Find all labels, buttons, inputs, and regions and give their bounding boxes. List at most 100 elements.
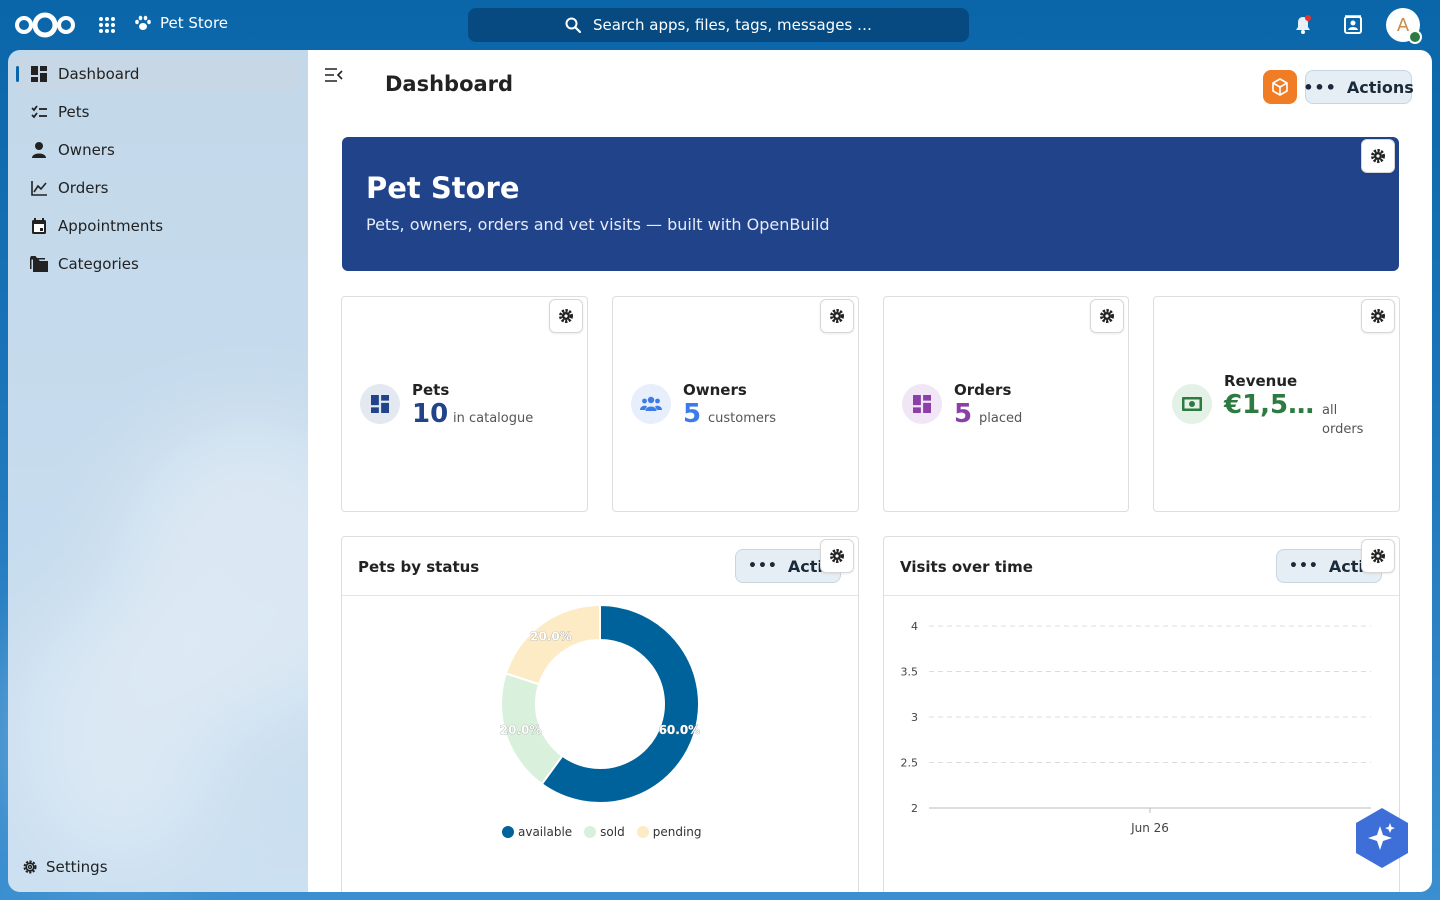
widget-settings-button[interactable] — [1361, 539, 1395, 573]
app-package-button[interactable] — [1263, 70, 1297, 104]
sidebar-item-orders[interactable]: Orders — [16, 171, 300, 205]
gear-icon — [1100, 309, 1114, 323]
gear-icon — [559, 309, 573, 323]
widget-settings-button[interactable] — [549, 299, 583, 333]
search-icon — [565, 17, 581, 33]
nextcloud-logo[interactable] — [14, 10, 76, 40]
stat-label: Revenue — [1224, 372, 1298, 390]
hero-banner: Pet Store Pets, owners, orders and vet v… — [342, 137, 1399, 271]
widget-settings-button[interactable] — [1361, 299, 1395, 333]
cash-icon — [1182, 397, 1202, 411]
sidebar-item-label: Orders — [58, 179, 109, 197]
unified-search-input[interactable]: Search apps, files, tags, messages … — [468, 8, 969, 42]
actions-label: Actions — [1346, 77, 1414, 97]
pie-slice-pending[interactable] — [504, 603, 601, 686]
main-content: Dashboard ••• Actions Pet Store Pets, ow… — [308, 50, 1432, 892]
stat-sub: in catalogue — [453, 411, 534, 426]
calendar-icon — [30, 217, 48, 235]
panel-title: Pets by status — [358, 558, 480, 576]
pie-slice-label: 60.0% — [659, 723, 701, 737]
stat-card-owners: Owners 5 customers — [612, 296, 859, 512]
folder-icon — [30, 255, 48, 273]
stat-value: 10 — [412, 399, 449, 429]
stat-sub: all orders — [1322, 403, 1364, 437]
app-name-link[interactable]: Pet Store — [134, 14, 228, 32]
panel-pets-by-status: Pets by status ••• Actions 60.0%20.0%20.… — [341, 536, 859, 892]
gear-icon — [1371, 309, 1385, 323]
y-tick-label: 3.5 — [901, 666, 919, 679]
stat-label: Owners — [683, 381, 747, 399]
sidebar-settings-button[interactable]: Settings — [22, 858, 108, 876]
notifications-bell-icon[interactable] — [1292, 14, 1314, 36]
assistant-sparkle-button[interactable] — [1356, 808, 1408, 868]
sidebar-item-label: Pets — [58, 103, 90, 121]
sidebar-item-label: Dashboard — [58, 65, 140, 83]
more-dots-icon: ••• — [748, 558, 778, 574]
app-grid-icon[interactable] — [98, 16, 116, 34]
pie-slice-label: 20.0% — [500, 723, 542, 737]
people-group-icon — [640, 396, 662, 411]
stat-card-orders: Orders 5 placed — [883, 296, 1129, 512]
stat-icon-bg — [1172, 384, 1212, 424]
chart-legend: available sold pending — [502, 825, 702, 839]
y-tick-label: 3 — [911, 711, 918, 724]
legend-swatch — [636, 826, 649, 838]
hero-title: Pet Store — [366, 171, 520, 205]
sidebar-navigation: Dashboard Pets Owners Orders Appointment… — [8, 50, 308, 892]
sidebar-item-label: Categories — [58, 255, 139, 273]
sidebar-item-dashboard[interactable]: Dashboard — [16, 57, 300, 91]
legend-label: sold — [600, 825, 625, 839]
widget-settings-button[interactable] — [1090, 299, 1124, 333]
y-tick-label: 2.5 — [901, 757, 919, 770]
user-avatar[interactable]: A — [1386, 8, 1422, 44]
gear-icon — [1371, 149, 1385, 163]
stat-sub: placed — [979, 411, 1023, 426]
x-tick-label: Jun 26 — [1130, 821, 1169, 835]
legend-item-pending[interactable]: pending — [636, 825, 702, 839]
sidebar-item-owners[interactable]: Owners — [16, 133, 300, 167]
panel-divider — [884, 595, 1399, 596]
actions-menu-button[interactable]: ••• Actions — [1303, 70, 1414, 104]
stat-label: Pets — [412, 381, 450, 399]
y-tick-label: 2 — [911, 802, 918, 815]
online-status-icon — [1408, 30, 1422, 44]
avatar-initial: A — [1396, 14, 1410, 36]
legend-label: pending — [652, 825, 702, 839]
dashboard-icon — [30, 65, 48, 83]
sidebar-item-appointments[interactable]: Appointments — [16, 209, 300, 243]
sidebar-item-categories[interactable]: Categories — [16, 247, 300, 281]
panel-visits-over-time: Visits over time ••• Actions 43.532.52Ju… — [883, 536, 1400, 892]
pie-slice-available[interactable] — [540, 603, 700, 804]
widget-settings-button[interactable] — [820, 539, 854, 573]
top-bar: Pet Store Search apps, files, tags, mess… — [0, 0, 1440, 50]
widget-settings-button[interactable] — [820, 299, 854, 333]
legend-swatch — [584, 826, 597, 838]
legend-label: available — [518, 825, 573, 839]
checklist-icon — [30, 103, 48, 121]
stat-card-revenue: Revenue €1,5… all orders — [1153, 296, 1400, 512]
sidebar-item-label: Owners — [58, 141, 115, 159]
gear-icon — [830, 549, 844, 563]
stat-card-pets: Pets 10 in catalogue — [341, 296, 588, 512]
stat-icon-bg — [902, 384, 942, 424]
toggle-navigation-icon[interactable] — [325, 68, 343, 82]
gear-icon — [1371, 549, 1385, 563]
stat-icon-bg — [360, 384, 400, 424]
sidebar-item-pets[interactable]: Pets — [16, 95, 300, 129]
widget-settings-button[interactable] — [1361, 139, 1395, 173]
gear-icon — [23, 860, 37, 874]
app-name-label: Pet Store — [160, 14, 229, 32]
stat-value: 5 — [954, 399, 973, 429]
pie-slice-label: 20.0% — [530, 629, 572, 643]
contacts-icon[interactable] — [1342, 14, 1364, 36]
legend-item-sold[interactable]: sold — [584, 825, 625, 839]
cube-icon — [1272, 78, 1288, 96]
chart-line-icon — [30, 179, 48, 197]
stat-value: 5 — [683, 399, 702, 429]
more-dots-icon: ••• — [1303, 77, 1337, 97]
hero-subtitle: Pets, owners, orders and vet visits — bu… — [366, 215, 830, 234]
search-placeholder: Search apps, files, tags, messages … — [592, 16, 873, 34]
stat-sub: customers — [708, 411, 776, 426]
legend-item-available[interactable]: available — [502, 825, 572, 839]
panel-divider — [342, 595, 858, 596]
